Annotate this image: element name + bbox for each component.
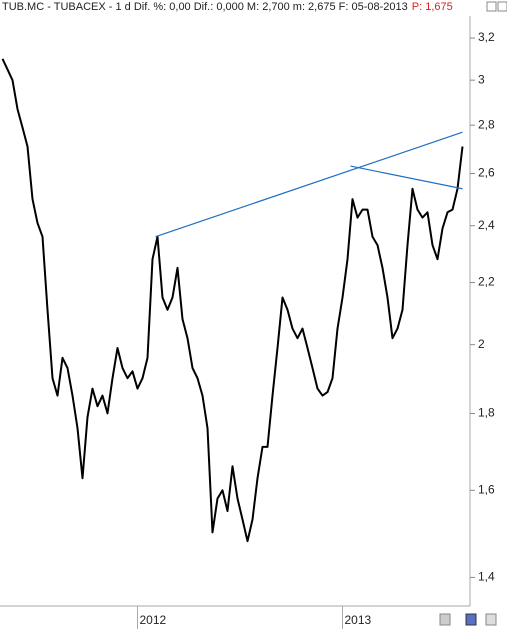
x-tick-label: 2013: [345, 613, 372, 627]
chart-title: TUB.MC - TUBACEX - 1 d Dif. %: 0,00 Dif.…: [2, 1, 408, 13]
icon[interactable]: [497, 1, 507, 12]
y-tick-label: 2,8: [478, 117, 495, 131]
y-tick-label: 1,4: [478, 570, 495, 584]
y-tick-label: 3,2: [478, 30, 495, 44]
y-tick-label: 2: [478, 337, 485, 351]
icon[interactable]: [439, 613, 451, 626]
trendline: [155, 131, 463, 238]
price-line: [1, 58, 464, 543]
icon[interactable]: [485, 613, 497, 626]
y-tick-label: 1,8: [478, 406, 495, 420]
y-tick-label: 2,2: [478, 275, 495, 289]
trendline: [350, 165, 463, 190]
y-tick-label: 3: [478, 72, 485, 86]
icon[interactable]: [486, 1, 497, 12]
y-tick-label: 2,4: [478, 218, 495, 232]
last-price: P: 1,675: [412, 1, 453, 13]
save-icon[interactable]: [465, 613, 477, 626]
y-tick-label: 1,6: [478, 482, 495, 496]
x-tick-label: 2012: [140, 613, 167, 627]
y-tick-label: 2,6: [478, 166, 495, 180]
